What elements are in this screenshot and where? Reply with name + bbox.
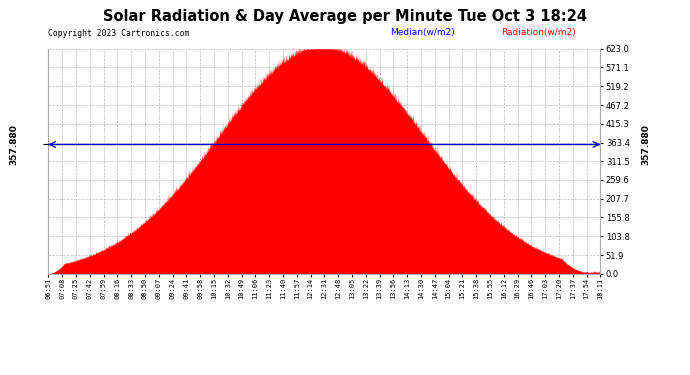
Text: Median(w/m2): Median(w/m2): [391, 28, 455, 38]
Text: Radiation(w/m2): Radiation(w/m2): [501, 28, 575, 38]
Text: 357.880: 357.880: [642, 124, 651, 165]
Text: Copyright 2023 Cartronics.com: Copyright 2023 Cartronics.com: [48, 28, 190, 38]
Text: 357.880: 357.880: [9, 124, 18, 165]
Text: Solar Radiation & Day Average per Minute Tue Oct 3 18:24: Solar Radiation & Day Average per Minute…: [103, 9, 587, 24]
